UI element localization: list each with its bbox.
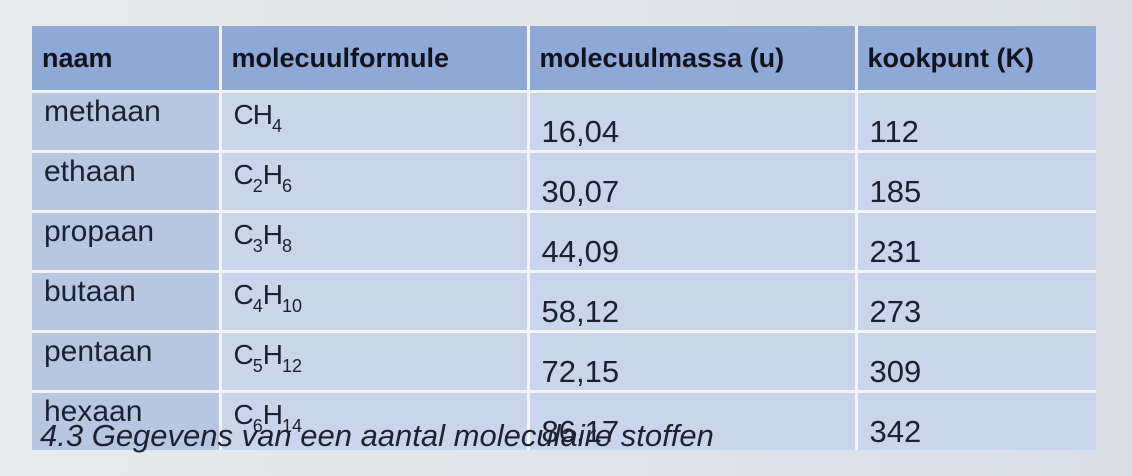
table-row: butaan C4H10 58,12 273	[32, 271, 1096, 333]
cell-naam: ethaan	[32, 151, 222, 213]
cell-molecuulformule: C5H12	[220, 331, 530, 393]
cell-kookpunt: 273	[856, 271, 1096, 333]
formula-subscript: 6	[281, 176, 292, 196]
formula-subscript: 3	[252, 236, 263, 256]
formula-subscript: 6	[252, 416, 263, 436]
formula-element: C	[233, 159, 254, 190]
table-caption: 4.3 Gegevens van een aantal moleculaire …	[40, 418, 714, 453]
cell-kookpunt: 112	[856, 91, 1096, 153]
formula-subscript: 8	[281, 236, 292, 256]
cell-kookpunt: 342	[856, 391, 1096, 450]
table-row: methaan CH4 16,04 112	[32, 91, 1096, 153]
formula-subscript: 14	[281, 416, 303, 436]
formula-element: H	[252, 99, 273, 130]
molecular-data-table: naam molecuulformule molecuulmassa (u) k…	[32, 26, 1096, 450]
cell-molecuulmassa: 30,07	[528, 151, 858, 213]
cell-molecuulmassa: 72,15	[528, 331, 858, 393]
header-molecuulformule: molecuulformule	[220, 26, 530, 93]
formula-element: C	[233, 99, 254, 130]
formula-element: H	[262, 159, 283, 190]
cell-molecuulformule: C4H10	[220, 271, 530, 333]
cell-molecuulformule: C6H14	[220, 391, 530, 450]
formula-element: C	[233, 279, 254, 310]
formula-element: C	[233, 339, 254, 370]
table-row: pentaan C5H12 72,15 309	[32, 331, 1096, 393]
formula-subscript: 10	[281, 296, 303, 316]
formula-element: H	[262, 399, 283, 430]
cell-naam: methaan	[32, 91, 222, 153]
formula-element: C	[233, 219, 254, 250]
cell-molecuulmassa: 44,09	[528, 211, 858, 273]
cell-molecuulmassa: 16,04	[528, 91, 858, 153]
formula-element: H	[262, 219, 283, 250]
cell-molecuulmassa: 86,17	[528, 391, 858, 450]
cell-naam: pentaan	[32, 331, 222, 393]
table-body: methaan CH4 16,04 112 ethaan C2H6 30,07 185 prop…	[32, 91, 1096, 450]
cell-molecuulformule: C3H8	[220, 211, 530, 273]
cell-kookpunt: 231	[856, 211, 1096, 273]
formula-subscript: 12	[281, 356, 303, 376]
header-kookpunt: kookpunt (K)	[856, 26, 1096, 93]
cell-molecuulformule: CH4	[220, 91, 530, 153]
formula-subscript: 5	[252, 356, 263, 376]
formula-subscript: 4	[271, 116, 282, 136]
header-molecuulmassa: molecuulmassa (u)	[528, 26, 858, 93]
header-row: naam molecuulformule molecuulmassa (u) k…	[32, 26, 1096, 93]
formula-element: H	[262, 279, 283, 310]
formula-element: C	[233, 399, 254, 430]
cell-naam: hexaan	[32, 391, 222, 450]
cell-kookpunt: 185	[856, 151, 1096, 213]
header-naam: naam	[32, 26, 222, 93]
table-container: naam molecuulformule molecuulmassa (u) k…	[32, 26, 1096, 450]
cell-naam: propaan	[32, 211, 222, 273]
cell-molecuulformule: C2H6	[220, 151, 530, 213]
cell-naam: butaan	[32, 271, 222, 333]
formula-subscript: 2	[252, 176, 263, 196]
cell-molecuulmassa: 58,12	[528, 271, 858, 333]
formula-element: H	[262, 339, 283, 370]
table-row: hexaan C6H14 86,17 342	[32, 391, 1096, 450]
cell-kookpunt: 309	[856, 331, 1096, 393]
formula-subscript: 4	[252, 296, 263, 316]
table-row: propaan C3H8 44,09 231	[32, 211, 1096, 273]
table-row: ethaan C2H6 30,07 185	[32, 151, 1096, 213]
